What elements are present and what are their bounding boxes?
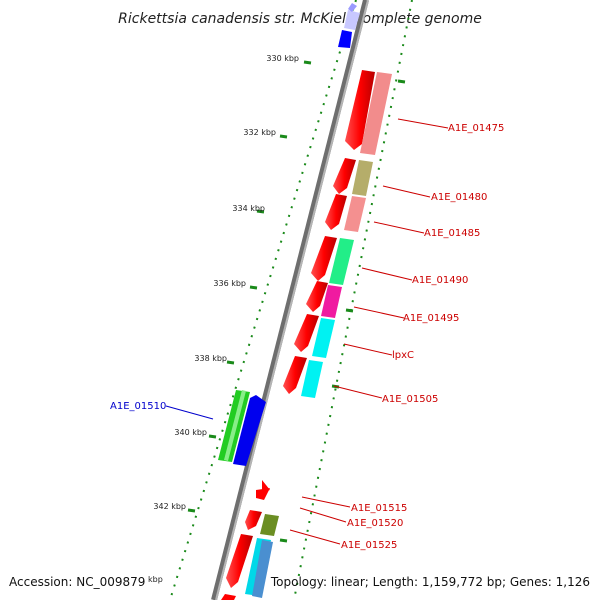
gene-label-lpxc[interactable]: lpxC bbox=[392, 350, 414, 361]
cds-arrow-01510-blue[interactable] bbox=[233, 395, 266, 466]
cds-arrow-01520[interactable] bbox=[245, 510, 262, 530]
tick-label-332: 332 kbp bbox=[243, 128, 276, 137]
gene-bar-01475[interactable] bbox=[360, 72, 392, 155]
label-leader-lines bbox=[165, 118, 449, 545]
cds-arrow-01495[interactable] bbox=[306, 281, 328, 312]
gene-label-a1e-01475[interactable]: A1E_01475 bbox=[448, 123, 504, 134]
tick-label-338: 338 kbp bbox=[194, 354, 227, 363]
tick-label-340: 340 kbp bbox=[174, 428, 207, 437]
gene-label-a1e-01490[interactable]: A1E_01490 bbox=[412, 275, 468, 286]
gene-bar-01525-b[interactable] bbox=[252, 540, 273, 598]
cds-arrow-01490[interactable] bbox=[311, 236, 337, 281]
gene-bar-01480[interactable] bbox=[352, 160, 373, 196]
tick-label-342: 342 kbp bbox=[153, 502, 186, 511]
gene-bar-01485[interactable] bbox=[344, 196, 366, 232]
outer-guide-line-left bbox=[169, 0, 357, 600]
cds-arrow-01515-b[interactable] bbox=[256, 488, 270, 500]
cds-arrow-01475[interactable] bbox=[345, 70, 375, 150]
cds-arrow-01525[interactable] bbox=[226, 534, 253, 588]
tick-label-unit: kbp bbox=[148, 575, 163, 584]
gene-feature-lavender-top-2[interactable] bbox=[348, 3, 357, 12]
cds-arrow-lpxc[interactable] bbox=[294, 314, 319, 352]
map-title: Rickettsia canadensis str. McKiel, compl… bbox=[118, 11, 482, 27]
gene-feature-blue-top[interactable] bbox=[338, 30, 352, 48]
gene-label-a1e-01495[interactable]: A1E_01495 bbox=[403, 313, 459, 324]
tick-label-336: 336 kbp bbox=[213, 279, 246, 288]
gene-bar-01520[interactable] bbox=[260, 514, 279, 536]
tick-label-330: 330 kbp bbox=[266, 54, 299, 63]
gene-label-a1e-01515[interactable]: A1E_01515 bbox=[351, 503, 407, 514]
genome-info-text: Topology: linear; Length: 1,159,772 bp; … bbox=[270, 575, 590, 589]
cds-arrow-bottom[interactable] bbox=[221, 594, 236, 600]
gene-label-a1e-01505[interactable]: A1E_01505 bbox=[382, 394, 438, 405]
gene-bar-01490[interactable] bbox=[329, 238, 354, 285]
gene-label-a1e-01485[interactable]: A1E_01485 bbox=[424, 228, 480, 239]
gene-bar-01505[interactable] bbox=[301, 360, 323, 398]
accession-text: Accession: NC_009879 bbox=[9, 575, 145, 589]
gene-label-a1e-01525[interactable]: A1E_01525 bbox=[341, 540, 397, 551]
gene-label-a1e-01510[interactable]: A1E_01510 bbox=[110, 401, 166, 412]
gene-label-a1e-01520[interactable]: A1E_01520 bbox=[347, 518, 403, 529]
genome-backbone-highlight bbox=[215, 0, 369, 600]
cds-arrow-01480[interactable] bbox=[333, 158, 356, 194]
tick-label-334: 334 kbp bbox=[232, 204, 265, 213]
cds-arrow-01505[interactable] bbox=[283, 356, 307, 394]
gene-feature-lavender-top[interactable] bbox=[344, 10, 360, 30]
cds-arrow-01485[interactable] bbox=[325, 194, 347, 230]
gene-bar-01495[interactable] bbox=[321, 285, 342, 318]
gene-label-a1e-01480[interactable]: A1E_01480 bbox=[431, 192, 487, 203]
gene-bar-lpxc[interactable] bbox=[312, 318, 335, 358]
genome-backbone bbox=[211, 0, 369, 600]
gene-bar-01510-green-hl[interactable] bbox=[224, 390, 246, 461]
